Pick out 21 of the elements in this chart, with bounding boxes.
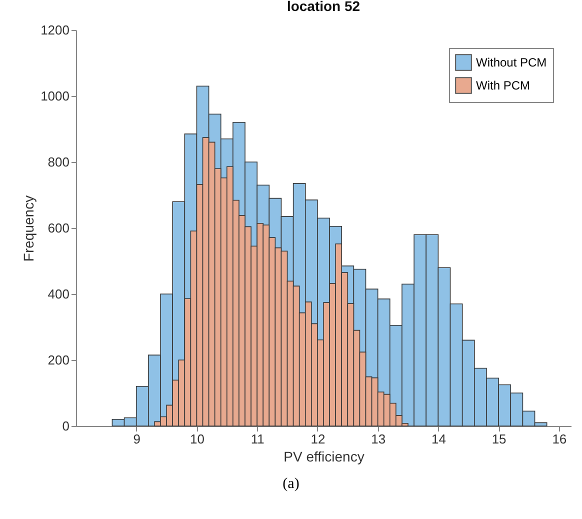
x-tick-label: 15 bbox=[492, 432, 506, 446]
y-tick-label: 400 bbox=[48, 286, 70, 302]
x-tick-label: 13 bbox=[371, 432, 386, 446]
x-tick-label: 16 bbox=[552, 432, 567, 446]
y-tick-label: 600 bbox=[48, 220, 70, 236]
x-tick-label: 10 bbox=[190, 432, 204, 446]
y-axis-title: Frequency bbox=[20, 195, 37, 262]
y-tick-label: 1200 bbox=[40, 22, 70, 38]
legend-label: Without PCM bbox=[476, 56, 547, 70]
y-tick-label: 800 bbox=[48, 154, 70, 170]
legend-label: With PCM bbox=[476, 78, 530, 92]
x-axis-title: PV efficiency bbox=[284, 448, 364, 464]
x-tick-label: 14 bbox=[431, 432, 446, 446]
y-tick-label: 1000 bbox=[40, 88, 70, 104]
text: (a) bbox=[282, 476, 300, 493]
chart-title: location 52 bbox=[286, 0, 360, 14]
y-tick-label: 0 bbox=[62, 418, 70, 434]
x-tick-label: 9 bbox=[133, 432, 140, 446]
x-tick-label: 12 bbox=[310, 432, 326, 446]
x-tick-label: 11 bbox=[250, 432, 264, 446]
y-tick-label: 200 bbox=[48, 352, 70, 368]
